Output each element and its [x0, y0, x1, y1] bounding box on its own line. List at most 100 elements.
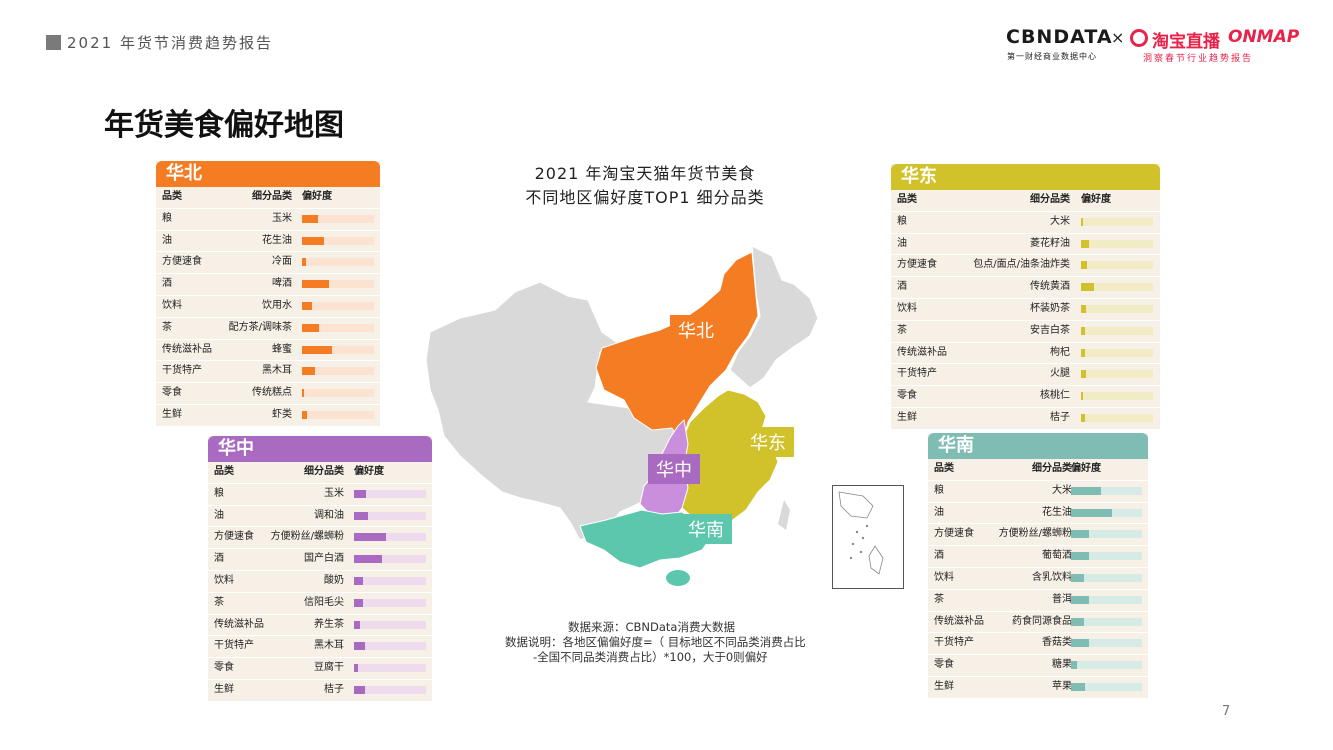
table-row: 粮 大米 [928, 481, 1148, 503]
cbndata-subtitle: 第一财经商业数据中心 [1007, 52, 1097, 61]
table-row: 生鲜 苹果 [928, 677, 1148, 699]
preference-bar [354, 620, 360, 629]
preference-bar [302, 258, 306, 267]
preference-bar [354, 489, 367, 498]
china-region-map [425, 244, 819, 586]
category-cell: 方便速食 [162, 256, 202, 268]
table-row: 酒 葡萄酒 [928, 546, 1148, 568]
preference-bar-track [1081, 217, 1153, 226]
col-subcategory: 细分品类 [304, 466, 344, 477]
col-category: 品类 [214, 466, 234, 477]
subcategory-cell: 杯装奶茶 [1030, 302, 1070, 314]
table-row: 油 调和油 [208, 506, 432, 528]
preference-bar-track [354, 598, 426, 607]
subcategory-cell: 传统黄酒 [1030, 281, 1070, 293]
chart-title-line2: 不同地区偏好度TOP1 细分品类 [525, 188, 765, 207]
subcategory-cell: 传统糕点 [252, 387, 292, 399]
preference-bar [1081, 348, 1086, 357]
category-cell: 干货特产 [214, 640, 254, 652]
category-cell: 饮料 [162, 299, 182, 311]
table-row: 方便速食 冷面 [156, 252, 380, 275]
category-cell: 茶 [162, 321, 172, 333]
preference-bar [354, 642, 365, 651]
category-cell: 饮料 [897, 302, 917, 314]
subcategory-cell: 桔子 [324, 683, 344, 695]
subcategory-cell: 核桃仁 [1040, 390, 1070, 402]
preference-bar-track [1071, 595, 1142, 604]
table-row: 生鲜 虾类 [156, 405, 380, 427]
category-cell: 粮 [934, 484, 944, 496]
preference-bar-track [1081, 239, 1153, 248]
table-row: 零食 糖果 [928, 655, 1148, 677]
category-cell: 粮 [214, 487, 224, 499]
preference-bar [354, 511, 369, 520]
preference-bar-track [302, 236, 374, 245]
table-row: 粮 大米 [891, 212, 1160, 234]
preference-bar [302, 345, 332, 354]
panel-north: 华北 品类 细分品类 偏好度 粮 玉米油 花生油 方便速食 冷面酒 啤酒 饮料 饮用水茶 配方茶… [156, 161, 380, 427]
preference-bar [302, 214, 318, 223]
preference-bar [354, 685, 365, 694]
map-label-north: 华北 [670, 315, 722, 345]
table-row: 酒 啤酒 [156, 274, 380, 296]
category-cell: 零食 [897, 390, 917, 402]
chart-title: 2021 年淘宝天猫年货节美食 不同地区偏好度TOP1 细分品类 [495, 162, 795, 210]
preference-bar-track [1071, 486, 1142, 495]
subcategory-cell: 冷面 [272, 256, 292, 268]
preference-bar-track [1081, 261, 1153, 270]
preference-bar-track [1071, 573, 1142, 582]
subcategory-cell: 枸杞 [1050, 346, 1070, 358]
inset-map [838, 491, 884, 575]
table-row: 粮 玉米 [208, 484, 432, 506]
category-cell: 生鲜 [162, 408, 182, 420]
preference-bar [302, 280, 330, 289]
preference-bar-track [354, 511, 426, 520]
table-row: 零食 豆腐干 [208, 658, 432, 680]
table-row: 传统滋补品 蜂蜜 [156, 340, 380, 362]
map-region-hainan [666, 570, 690, 586]
preference-bar-track [354, 576, 426, 585]
table-row: 酒 传统黄酒 [891, 277, 1160, 299]
subcategory-cell: 包点/面点/油条油炸类 [973, 259, 1070, 271]
panel-central-title: 华中 [208, 436, 432, 462]
category-cell: 干货特产 [934, 637, 974, 649]
taobao-live-logo: 淘宝直播 [1152, 32, 1220, 52]
preference-bar-track [302, 301, 374, 310]
table-row: 油 花生油 [156, 231, 380, 253]
subcategory-cell: 菱花籽油 [1030, 237, 1070, 249]
category-cell: 饮料 [214, 574, 234, 586]
category-cell: 饮料 [934, 571, 954, 583]
south-china-sea-inset [832, 485, 904, 589]
preference-bar [1071, 486, 1101, 495]
category-cell: 零食 [214, 662, 234, 674]
preference-bar-track [354, 489, 426, 498]
panel-east: 华东 品类 细分品类 偏好度 粮大米油菱花籽油 方便速食 包点/面点/油条油炸类酒传… [891, 164, 1160, 430]
category-cell: 零食 [934, 659, 954, 671]
panel-south-header: 品类 细分品类 偏好度 [928, 459, 1148, 481]
taobao-subtitle: 洞察春节行业趋势报告 [1143, 54, 1254, 64]
category-cell: 粮 [162, 212, 172, 224]
preference-bar [302, 410, 308, 419]
panel-east-title: 华东 [891, 164, 1160, 190]
preference-bar-track [302, 345, 374, 354]
category-cell: 生鲜 [897, 411, 917, 423]
subcategory-cell: 大米 [1050, 215, 1070, 227]
panel-central: 华中 品类 细分品类 偏好度 粮 玉米油 调和油 方便速食 方便粉丝/螺蛳粉酒 国产白酒饮… [208, 436, 432, 702]
subcategory-cell: 安吉白茶 [1030, 324, 1070, 336]
subcategory-cell: 药食同源食品 [1012, 615, 1072, 627]
preference-bar [1071, 617, 1084, 626]
onmap-logo: ONMAP [1228, 27, 1300, 47]
preference-bar [1081, 217, 1084, 226]
preference-bar-track [302, 323, 374, 332]
preference-bar-track [1081, 348, 1153, 357]
panel-east-header: 品类 细分品类 偏好度 [891, 190, 1160, 212]
subcategory-cell: 花生油 [1042, 506, 1072, 518]
preference-bar [354, 555, 383, 564]
preference-bar [1081, 326, 1086, 335]
category-cell: 酒 [162, 278, 172, 290]
col-preference: 偏好度 [1071, 463, 1101, 474]
subcategory-cell: 调和油 [314, 509, 344, 521]
table-row: 饮料 饮用水 [156, 296, 380, 318]
panel-north-header: 品类 细分品类 偏好度 [156, 187, 380, 209]
category-cell: 油 [162, 234, 172, 246]
